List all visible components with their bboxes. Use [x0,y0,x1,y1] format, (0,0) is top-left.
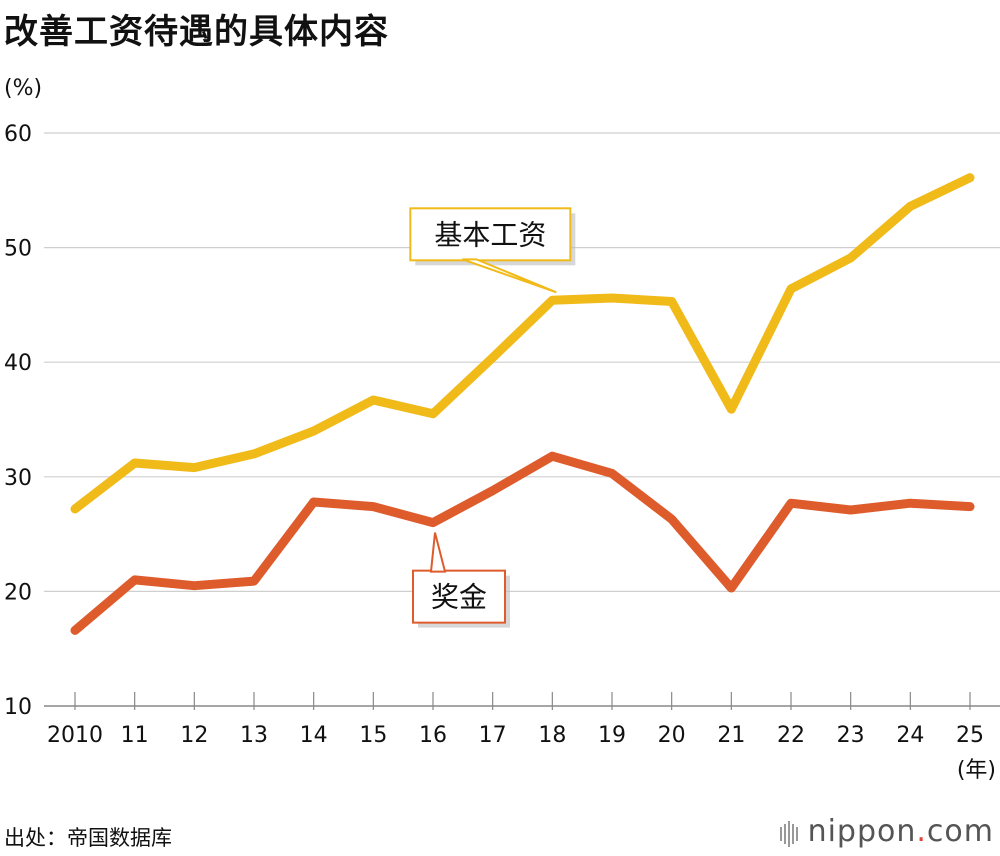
y-tick-label: 10 [4,695,32,720]
data-point [253,452,255,455]
y-axis-unit: (%) [4,76,43,101]
brand-dot: . [916,814,927,849]
data-point [790,502,792,505]
series-callout-0: 基本工资 [409,207,576,294]
data-point [432,412,434,415]
x-tick-label: 13 [240,723,268,748]
x-tick-label: 23 [837,723,865,748]
series-lines [70,173,975,635]
data-point [312,429,315,432]
brand-mark-icon [779,815,800,850]
x-tick-label: 25 [956,723,984,748]
x-tick-label: 16 [419,723,447,748]
data-point [551,455,554,458]
callout-box [409,207,572,262]
data-point [670,518,673,521]
x-tick-label: 15 [359,723,387,748]
data-point [312,501,315,504]
series-callout-1: 奖金 [412,532,510,628]
x-tick-label: 17 [479,723,507,748]
brand-tld: com [926,814,994,849]
y-tick-label: 30 [4,466,32,491]
x-axis-unit: (年) [956,758,996,783]
series-line-1 [70,451,975,635]
data-point [849,509,852,512]
data-point [491,489,494,492]
x-tick-label: 14 [300,723,328,748]
data-point [969,505,971,508]
data-point [372,399,375,402]
chart-title: 改善工资待遇的具体内容 [4,12,389,52]
data-point [611,472,613,475]
data-point [849,256,852,259]
data-point [551,299,554,302]
data-point [611,297,613,300]
x-tick-label: 18 [538,723,566,748]
data-point [909,205,912,208]
data-point [790,287,792,290]
x-tick-labels: 2010 11 12 13 14 15 16 17 18 19 20 21 22 23 24 25 [47,692,984,748]
series-label: 奖金 [431,581,487,614]
data-point [133,578,136,581]
data-point [74,507,76,510]
series-line-0 [70,173,975,514]
data-point [193,466,196,469]
x-tick-label: 19 [598,723,626,748]
data-point [253,580,255,583]
x-tick-label: 21 [717,723,745,748]
y-tick-label: 40 [4,351,32,376]
data-point [74,629,76,632]
data-point [432,521,434,524]
data-point [730,586,733,589]
series-label: 基本工资 [434,218,546,251]
data-point [372,505,375,508]
source-note: 出处：帝国数据库 [4,826,172,850]
data-point [969,176,971,179]
callout-pointer [462,258,557,294]
y-tick-label: 20 [4,580,32,605]
x-tick-label: 12 [180,723,208,748]
brand-logo[interactable]: nippon.com [779,814,994,850]
y-tick-labels: 10 20 30 40 50 60 [4,122,32,720]
x-tick-label: 20 [658,723,686,748]
x-tick-label: 24 [896,723,924,748]
y-tick-label: 60 [4,122,32,147]
x-tick-label: 2010 [47,723,103,748]
y-tick-label: 50 [4,237,32,262]
x-tick-label: 22 [777,723,805,748]
callout-pointer [429,532,447,573]
data-point [730,408,733,411]
data-point [909,502,912,505]
callout-box [412,569,506,624]
x-tick-label: 11 [121,723,149,748]
brand-name: nippon [807,814,917,849]
data-point [133,462,136,465]
data-point [193,584,196,587]
data-point [491,356,494,359]
data-point [670,300,673,303]
